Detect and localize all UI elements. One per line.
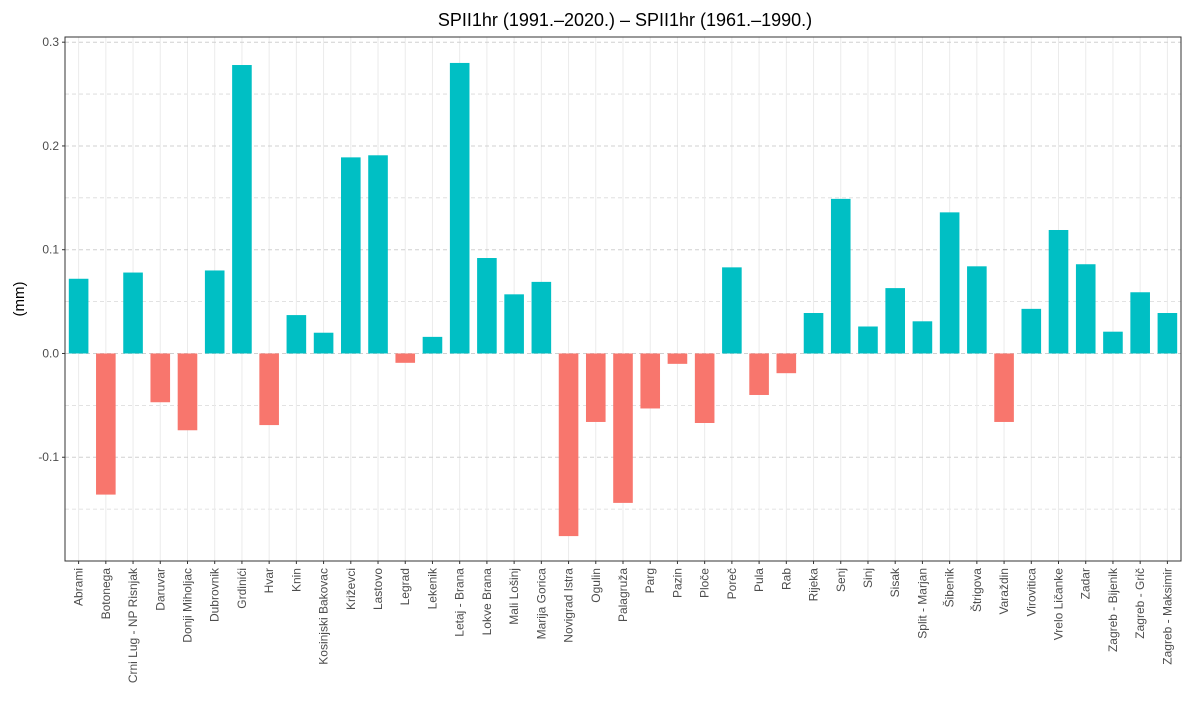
x-tick-label: Sisak <box>888 567 902 597</box>
x-tick-label: Šibenik <box>942 567 957 607</box>
bar <box>803 313 824 354</box>
bar <box>749 353 769 395</box>
x-tick-label: Zadar <box>1079 568 1093 599</box>
bar <box>1157 313 1178 354</box>
x-tick-label: Dubrovnik <box>208 567 222 622</box>
bar <box>694 353 715 423</box>
x-tick-label: Sinj <box>861 568 875 588</box>
bar <box>96 353 116 495</box>
x-tick-label: Lokve Brana <box>480 568 494 636</box>
x-tick-label: Vrelo Ličanke <box>1052 568 1066 641</box>
bar <box>1021 308 1042 354</box>
bar <box>313 332 334 354</box>
bar <box>1130 292 1150 354</box>
x-tick-label: Palagruža <box>616 568 630 622</box>
x-tick-label: Split - Marjan <box>915 568 929 639</box>
bar <box>858 326 878 354</box>
bar <box>967 266 987 354</box>
x-tick-label: Botonega <box>99 568 113 620</box>
x-tick-label: Zagreb - Bijenik <box>1106 567 1120 652</box>
bar <box>177 353 198 431</box>
bar <box>504 294 524 354</box>
bar <box>395 353 416 363</box>
bar <box>1075 264 1096 354</box>
y-tick-label: -0.1 <box>38 450 59 464</box>
x-tick-label: Daruvar <box>153 568 167 611</box>
x-tick-label: Lastovo <box>371 568 385 610</box>
bar <box>667 353 688 364</box>
bar <box>939 212 960 354</box>
bar <box>1048 229 1069 354</box>
y-axis-label: (mm) <box>11 282 28 317</box>
bar <box>776 353 797 374</box>
bar <box>531 281 552 354</box>
panel-border <box>64 36 1182 562</box>
bar <box>449 62 470 354</box>
x-tick-label: Parg <box>643 568 657 593</box>
x-tick-label: Zagreb - Maksimir <box>1160 568 1174 665</box>
x-tick-label: Grdinići <box>235 568 249 609</box>
bar <box>994 353 1014 422</box>
x-tick-label: Crni Lug - NP Risnjak <box>126 567 140 683</box>
x-tick-label: Lekenik <box>425 567 439 609</box>
bar <box>477 258 497 354</box>
x-tick-label: Poreč <box>725 568 739 599</box>
bar <box>558 353 579 537</box>
x-tick-label: Rijeka <box>807 568 821 602</box>
bar <box>640 353 661 409</box>
x-tick-label: Zagreb - Grič <box>1133 568 1147 639</box>
x-tick-label: Štrigova <box>969 568 984 612</box>
bar <box>1103 331 1123 354</box>
x-tick-label: Hvar <box>262 568 276 593</box>
x-tick-label: Legrad <box>398 568 412 605</box>
x-tick-label: Donji Miholjac <box>180 568 194 643</box>
bar <box>722 267 742 354</box>
y-tick-label: 0.3 <box>42 35 59 49</box>
bar <box>341 157 361 354</box>
bar <box>68 278 89 354</box>
x-tick-label: Novigrad Istra <box>562 568 576 643</box>
bar <box>150 353 171 403</box>
x-tick-label: Ogulin <box>589 568 603 603</box>
x-tick-label: Senj <box>834 568 848 592</box>
bar <box>830 198 851 354</box>
x-tick-label: Križevci <box>344 568 358 610</box>
bar <box>368 155 388 354</box>
chart-title: SPII1hr (1991.–2020.) – SPII1hr (1961.–1… <box>438 10 812 30</box>
x-tick-label: Pula <box>752 568 766 592</box>
y-tick-label: 0.0 <box>42 346 59 360</box>
bar <box>232 65 252 354</box>
bar <box>585 353 606 422</box>
bar <box>613 353 633 503</box>
x-tick-label: Letaj - Brana <box>453 568 467 637</box>
y-tick-label: 0.2 <box>42 139 59 153</box>
bar <box>259 353 279 426</box>
bar <box>123 272 143 354</box>
x-tick-label: Virovitica <box>1024 568 1038 617</box>
bar <box>422 336 443 354</box>
x-tick-label: Knin <box>289 568 303 592</box>
bar <box>885 288 905 354</box>
x-tick-label: Rab <box>779 568 793 590</box>
x-tick-label: Pazin <box>670 568 684 598</box>
bar <box>204 270 225 354</box>
y-tick-label: 0.1 <box>42 243 59 257</box>
bar <box>912 321 933 354</box>
x-tick-label: Varaždin <box>997 568 1011 614</box>
bar <box>286 315 307 354</box>
x-tick-label: Marija Gorica <box>534 568 548 640</box>
x-tick-label: Kosinjski Bakovac <box>317 568 331 665</box>
x-tick-label: Abrami <box>72 568 86 606</box>
x-tick-label: Ploče <box>698 568 712 598</box>
x-tick-label: Mali Lošinj <box>507 568 521 625</box>
